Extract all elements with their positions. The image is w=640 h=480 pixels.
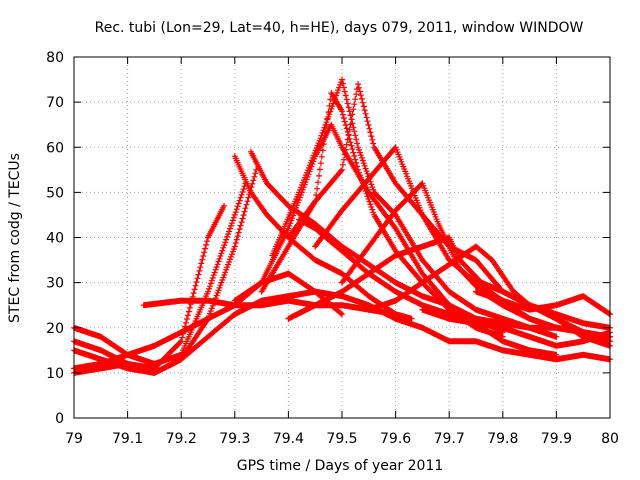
x-tick-label: 79.9 (541, 431, 572, 447)
series-markers (365, 243, 613, 349)
x-tick-label: 80 (601, 431, 619, 447)
y-axis-label: STEC from codg / TECUs (7, 153, 23, 323)
y-tick-label: 70 (46, 95, 64, 111)
y-tick-label: 50 (46, 185, 64, 201)
y-tick-label: 10 (46, 366, 64, 382)
series-17 (365, 243, 613, 349)
series-markers (71, 166, 260, 376)
x-tick-label: 79.6 (380, 431, 411, 447)
x-tick-label: 79.8 (487, 431, 518, 447)
series-19 (419, 306, 613, 349)
x-axis-label: GPS time / Days of year 2011 (237, 458, 444, 474)
y-tick-label: 60 (46, 140, 64, 156)
data-series (71, 76, 613, 376)
x-tick-label: 79.5 (326, 431, 357, 447)
y-tick-label: 40 (46, 231, 64, 247)
y-tick-label: 20 (46, 321, 64, 337)
y-axis-ticks: 0 10 20 30 40 50 60 70 80 (46, 50, 610, 427)
y-tick-label: 30 (46, 276, 64, 292)
x-tick-label: 79.4 (273, 431, 304, 447)
x-tick-label: 79.7 (434, 431, 465, 447)
x-tick-label: 79 (65, 431, 83, 447)
series-3 (71, 166, 260, 376)
y-tick-label: 80 (46, 50, 64, 66)
chart-title: Rec. tubi (Lon=29, Lat=40, h=HE), days 0… (95, 20, 584, 36)
x-tick-label: 79.3 (219, 431, 250, 447)
x-axis-ticks: 79 79.1 79.2 79.3 79.4 79.5 79.6 79.7 79.8 79.9 80 (65, 57, 619, 447)
series-markers (473, 288, 613, 318)
series-markers (419, 306, 613, 349)
x-tick-label: 79.2 (166, 431, 197, 447)
y-tick-label: 0 (55, 411, 64, 427)
x-tick-label: 79.1 (112, 431, 143, 447)
series-18 (473, 288, 613, 318)
